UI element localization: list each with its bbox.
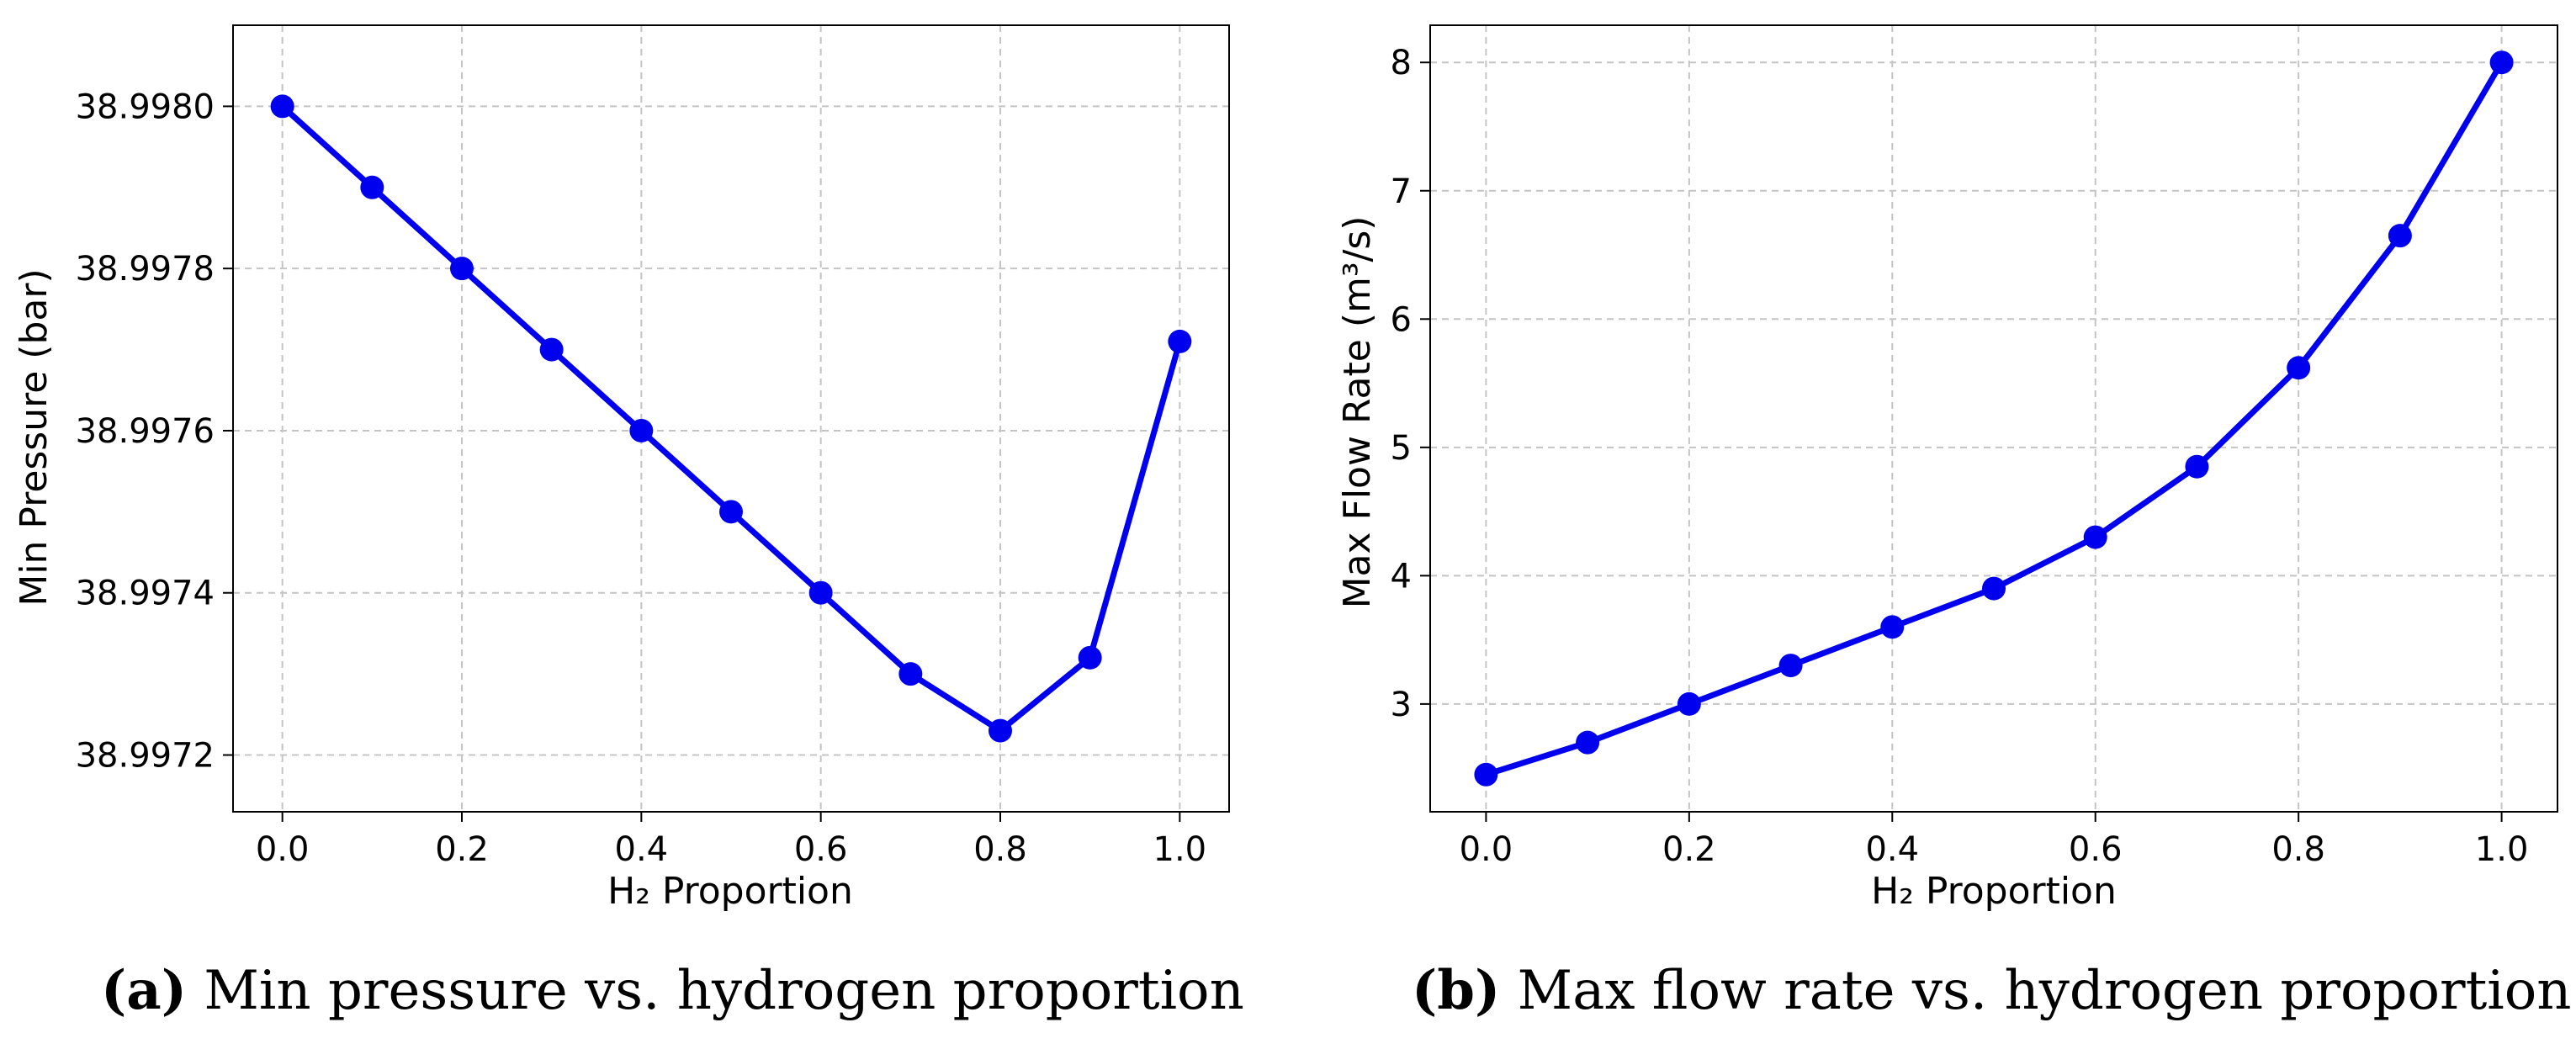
caption-b-text: Max flow rate vs. hydrogen proportion xyxy=(1500,960,2572,1022)
data-point-b-6 xyxy=(2083,525,2107,549)
data-point-a-9 xyxy=(1078,645,1102,670)
y-tick-label-a: 38.9980 xyxy=(76,87,215,126)
x-axis-label-a: H₂ Proportion xyxy=(607,870,853,913)
data-point-a-8 xyxy=(989,718,1012,743)
grid-a xyxy=(233,25,1229,812)
y-axis-label-a: Min Pressure (bar) xyxy=(13,268,56,606)
y-tick-label-a: 38.9976 xyxy=(76,412,215,451)
data-point-a-4 xyxy=(629,418,654,442)
series-line-a xyxy=(280,103,1183,734)
x-tick-label-a: 0.2 xyxy=(435,830,489,869)
chart-max-flow-rate: H₂ Proportion Max Flow Rate (m³/s) 0.0 0.… xyxy=(1336,24,2558,913)
x-tick-label-a: 0.6 xyxy=(794,830,848,869)
caption-a: (a) Min pressure vs. hydrogen proportion xyxy=(101,959,1244,1022)
chart-min-pressure: H₂ Proportion Min Pressure (bar) 0.0 0.2 0… xyxy=(13,24,1230,913)
caption-a-text: Min pressure vs. hydrogen proportion xyxy=(187,960,1244,1022)
x-tick-label-b: 0.6 xyxy=(2069,830,2123,869)
x-tick-label-b: 0.8 xyxy=(2271,830,2325,869)
data-point-a-5 xyxy=(719,500,743,524)
data-point-b-9 xyxy=(2388,224,2412,248)
data-point-a-10 xyxy=(1168,329,1192,353)
data-point-b-5 xyxy=(1982,576,2006,601)
x-tick-label-a: 0.8 xyxy=(973,830,1027,869)
x-tick-label-a: 0.0 xyxy=(256,830,310,869)
x-axis-label-b: H₂ Proportion xyxy=(1871,870,2117,913)
y-tick-label-b: 6 xyxy=(1391,300,1412,339)
data-point-b-2 xyxy=(1677,691,1701,716)
plot-frame-b xyxy=(1429,24,2558,813)
y-tick-label-b: 8 xyxy=(1391,44,1412,82)
series-line-b xyxy=(1485,61,2504,778)
data-point-a-6 xyxy=(808,580,833,605)
y-tick-label-a: 38.9978 xyxy=(76,250,215,289)
y-axis-label-b: Max Flow Rate (m³/s) xyxy=(1336,216,1379,609)
x-tick-label-b: 0.4 xyxy=(1865,830,1919,869)
caption-a-tag: (a) xyxy=(101,959,188,1022)
y-tick-label-a: 38.9974 xyxy=(76,575,215,613)
data-point-a-7 xyxy=(898,662,923,686)
data-point-b-10 xyxy=(2489,50,2514,75)
x-tick-label-b: 1.0 xyxy=(2475,830,2529,869)
plot-frame-a xyxy=(232,24,1230,813)
y-tick-label-a: 38.9972 xyxy=(76,737,215,776)
data-point-a-2 xyxy=(450,257,474,281)
data-point-b-4 xyxy=(1880,615,1905,639)
grid-b xyxy=(1430,25,2557,812)
caption-b-tag: (b) xyxy=(1412,959,1501,1022)
data-point-b-3 xyxy=(1778,654,1803,678)
caption-b: (b) Max flow rate vs. hydrogen proportio… xyxy=(1412,959,2572,1022)
y-tick-label-b: 4 xyxy=(1391,557,1412,596)
x-tick-label-b: 0.0 xyxy=(1460,830,1513,869)
x-tick-label-a: 0.4 xyxy=(615,830,669,869)
y-tick-label-b: 5 xyxy=(1391,429,1412,468)
data-point-b-1 xyxy=(1576,730,1600,755)
data-point-a-1 xyxy=(360,175,384,199)
data-point-b-0 xyxy=(1474,762,1498,787)
data-point-a-3 xyxy=(539,337,564,362)
data-point-b-8 xyxy=(2287,356,2311,380)
x-tick-label-a: 1.0 xyxy=(1153,830,1207,869)
data-point-b-7 xyxy=(2185,454,2209,479)
y-tick-label-b: 7 xyxy=(1391,172,1412,211)
y-tick-label-b: 3 xyxy=(1391,686,1412,724)
x-tick-label-b: 0.2 xyxy=(1662,830,1716,869)
data-point-a-0 xyxy=(270,94,294,119)
